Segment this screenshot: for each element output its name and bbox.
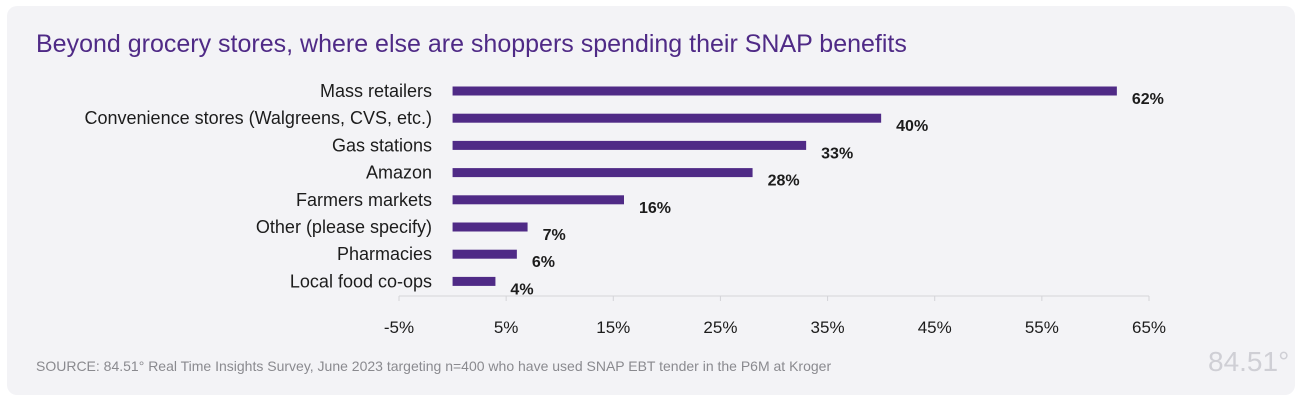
category-label: Local food co-ops: [290, 271, 432, 291]
value-label: 28%: [768, 173, 800, 190]
x-tick-label: 45%: [918, 318, 952, 337]
value-label: 62%: [1132, 91, 1164, 108]
bar: [452, 140, 807, 150]
brand-logo: 84.51°: [1208, 346, 1290, 377]
x-tick-label: -5%: [384, 318, 414, 337]
bar: [452, 113, 882, 123]
category-label: Amazon: [366, 163, 432, 183]
value-label: 33%: [821, 145, 853, 162]
chart-title: Beyond grocery stores, where else are sh…: [36, 30, 907, 58]
category-label: Gas stations: [332, 135, 432, 155]
x-tick-label: 55%: [1025, 318, 1059, 337]
source-note: SOURCE: 84.51° Real Time Insights Survey…: [36, 358, 832, 374]
category-label: Farmers markets: [296, 190, 432, 210]
bar: [452, 195, 624, 205]
category-label: Convenience stores (Walgreens, CVS, etc.…: [85, 108, 432, 128]
category-label: Pharmacies: [337, 244, 432, 264]
chart-card: [7, 6, 1295, 395]
value-label: 4%: [510, 281, 533, 298]
bar: [452, 222, 528, 232]
value-label: 16%: [639, 200, 671, 217]
bar: [452, 168, 753, 178]
x-tick-label: 65%: [1132, 318, 1166, 337]
x-tick-label: 25%: [703, 318, 737, 337]
x-tick-label: 15%: [596, 318, 630, 337]
category-label: Mass retailers: [320, 81, 432, 101]
category-label: Other (please specify): [256, 217, 432, 237]
value-label: 40%: [896, 118, 928, 135]
value-label: 7%: [543, 227, 566, 244]
x-tick-label: 35%: [811, 318, 845, 337]
x-tick-label: 5%: [494, 318, 519, 337]
bar: [452, 249, 517, 259]
bar: [452, 86, 1117, 96]
value-label: 6%: [532, 254, 555, 271]
bar: [452, 276, 496, 286]
